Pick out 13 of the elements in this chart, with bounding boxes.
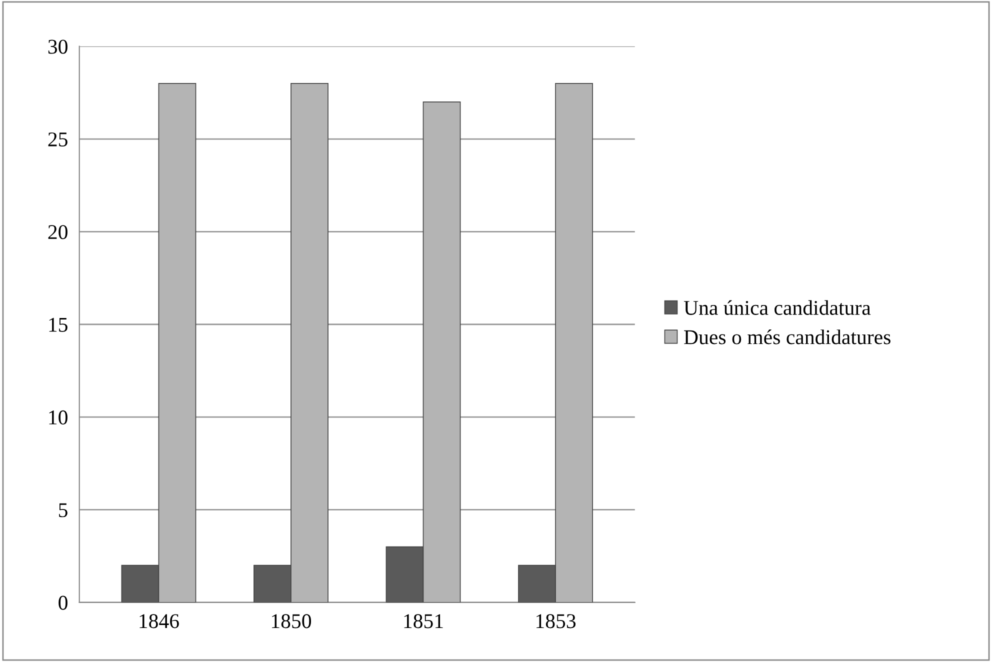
legend-label: Una única candidatura: [684, 300, 871, 315]
y-tick-label: 30: [48, 40, 68, 54]
y-tick-label: 15: [49, 318, 68, 332]
x-tick-label: 1846: [140, 614, 179, 628]
x-tick-label: 1850: [272, 614, 312, 628]
y-tick-label: 10: [49, 410, 68, 424]
x-tick-label: 1851: [404, 614, 443, 628]
y-tick-label: 20: [48, 225, 68, 240]
y-tick-label: 5: [59, 503, 68, 518]
legend-label: Dues o més candidatures: [684, 330, 890, 344]
y-tick-label: 25: [48, 132, 68, 146]
y-tick-label: 0: [58, 596, 68, 610]
x-tick-label: 1853: [536, 614, 576, 628]
